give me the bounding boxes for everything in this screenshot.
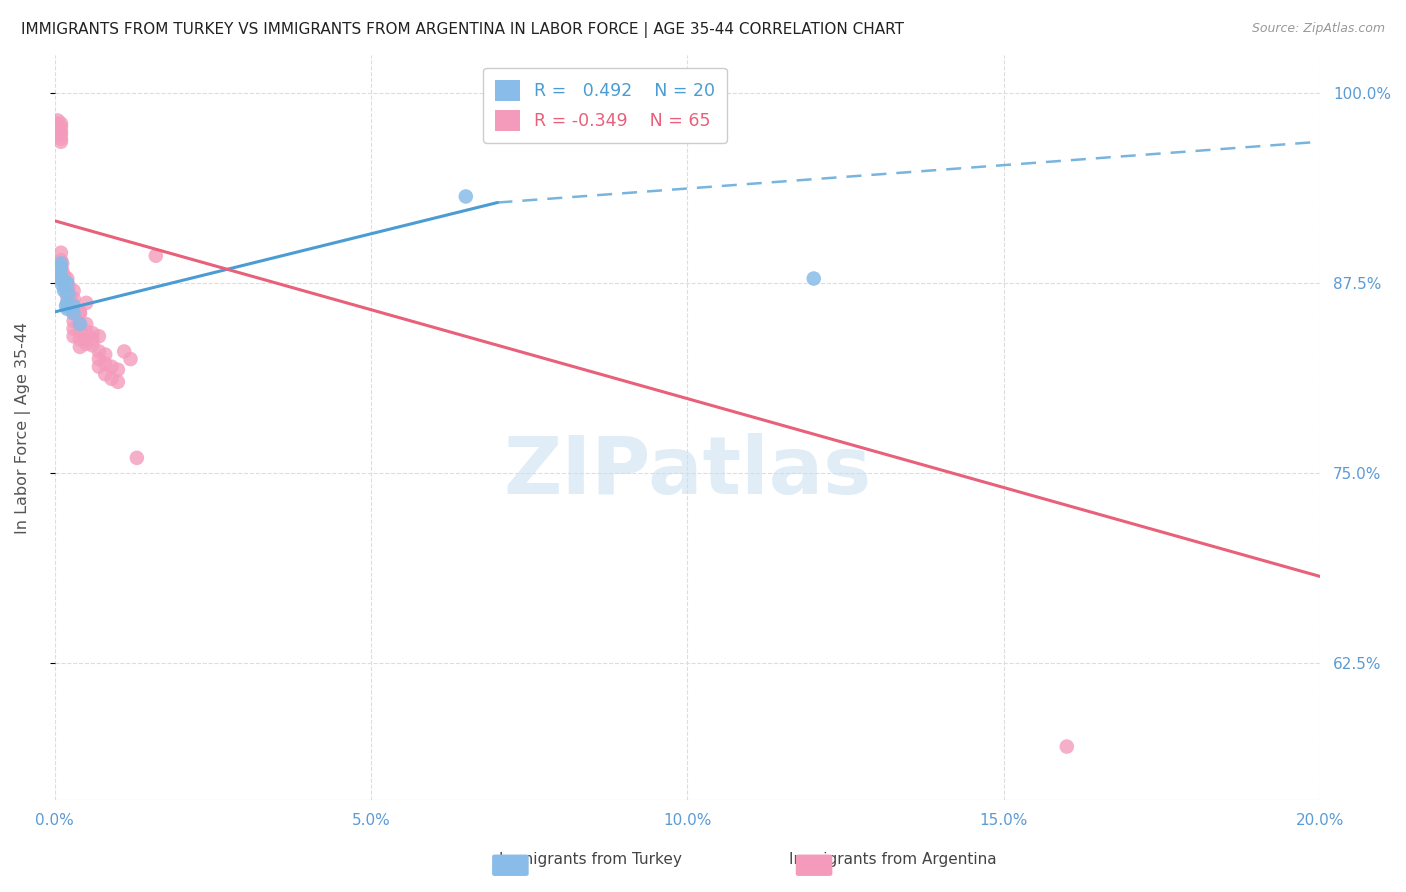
Point — [53, 268, 76, 283]
Point — [56, 271, 79, 285]
Point — [45, 116, 67, 130]
Point — [56, 290, 79, 304]
Y-axis label: In Labor Force | Age 35-44: In Labor Force | Age 35-44 — [15, 321, 31, 533]
Point — [48, 124, 70, 138]
Point — [803, 271, 825, 285]
Point — [48, 120, 70, 134]
Point — [55, 284, 77, 298]
Point — [69, 317, 91, 331]
Point — [53, 275, 76, 289]
Point — [53, 284, 76, 298]
Point — [87, 359, 110, 374]
Point — [49, 256, 72, 270]
Point — [82, 332, 104, 346]
Point — [56, 276, 79, 290]
Point — [49, 253, 72, 268]
Point — [87, 352, 110, 367]
Point — [82, 326, 104, 341]
Point — [56, 301, 79, 316]
Point — [94, 357, 117, 371]
Text: Immigrants from Turkey: Immigrants from Turkey — [499, 852, 682, 867]
Point — [53, 273, 76, 287]
Point — [51, 273, 73, 287]
Point — [49, 116, 72, 130]
Text: ZIPatlas: ZIPatlas — [503, 434, 872, 511]
Point — [69, 305, 91, 319]
Point — [62, 314, 84, 328]
Point — [1056, 739, 1078, 754]
Point — [69, 317, 91, 331]
Point — [56, 296, 79, 310]
Point — [120, 352, 142, 367]
Point — [100, 372, 122, 386]
Point — [87, 344, 110, 359]
Point — [62, 291, 84, 305]
Point — [51, 277, 73, 292]
Point — [49, 268, 72, 283]
Point — [107, 362, 129, 376]
Point — [75, 332, 97, 346]
Point — [58, 286, 80, 301]
Point — [49, 127, 72, 141]
Point — [46, 113, 69, 128]
Point — [94, 347, 117, 361]
Point — [69, 325, 91, 339]
Point — [125, 450, 148, 465]
Point — [51, 256, 73, 270]
Point — [62, 284, 84, 298]
Point — [48, 260, 70, 274]
Point — [145, 249, 167, 263]
Point — [59, 291, 82, 305]
Point — [87, 329, 110, 343]
Point — [69, 306, 91, 320]
Point — [51, 264, 73, 278]
Point — [58, 286, 80, 301]
Point — [56, 296, 79, 310]
Text: Source: ZipAtlas.com: Source: ZipAtlas.com — [1251, 22, 1385, 36]
Point — [69, 332, 91, 346]
Point — [62, 299, 84, 313]
Point — [53, 276, 76, 290]
Point — [49, 120, 72, 134]
Point — [49, 135, 72, 149]
Point — [46, 265, 69, 279]
Point — [62, 321, 84, 335]
Point — [75, 336, 97, 351]
Point — [62, 299, 84, 313]
Point — [94, 368, 117, 382]
Point — [454, 189, 477, 203]
Point — [48, 270, 70, 285]
Text: Immigrants from Argentina: Immigrants from Argentina — [789, 852, 997, 867]
Point — [62, 306, 84, 320]
Point — [56, 276, 79, 290]
Legend: R =   0.492    N = 20, R = -0.349    N = 65: R = 0.492 N = 20, R = -0.349 N = 65 — [484, 68, 727, 143]
Point — [58, 280, 80, 294]
Point — [49, 245, 72, 260]
Point — [49, 260, 72, 275]
Point — [49, 124, 72, 138]
Point — [112, 344, 135, 359]
Point — [49, 132, 72, 146]
Point — [62, 329, 84, 343]
Point — [82, 338, 104, 352]
Point — [56, 277, 79, 292]
Point — [56, 284, 79, 298]
Point — [100, 359, 122, 374]
Point — [75, 325, 97, 339]
Point — [75, 317, 97, 331]
Point — [75, 296, 97, 310]
Point — [69, 340, 91, 354]
Point — [62, 306, 84, 320]
Point — [55, 299, 77, 313]
Point — [49, 260, 72, 275]
Point — [107, 375, 129, 389]
Text: IMMIGRANTS FROM TURKEY VS IMMIGRANTS FROM ARGENTINA IN LABOR FORCE | AGE 35-44 C: IMMIGRANTS FROM TURKEY VS IMMIGRANTS FRO… — [21, 22, 904, 38]
